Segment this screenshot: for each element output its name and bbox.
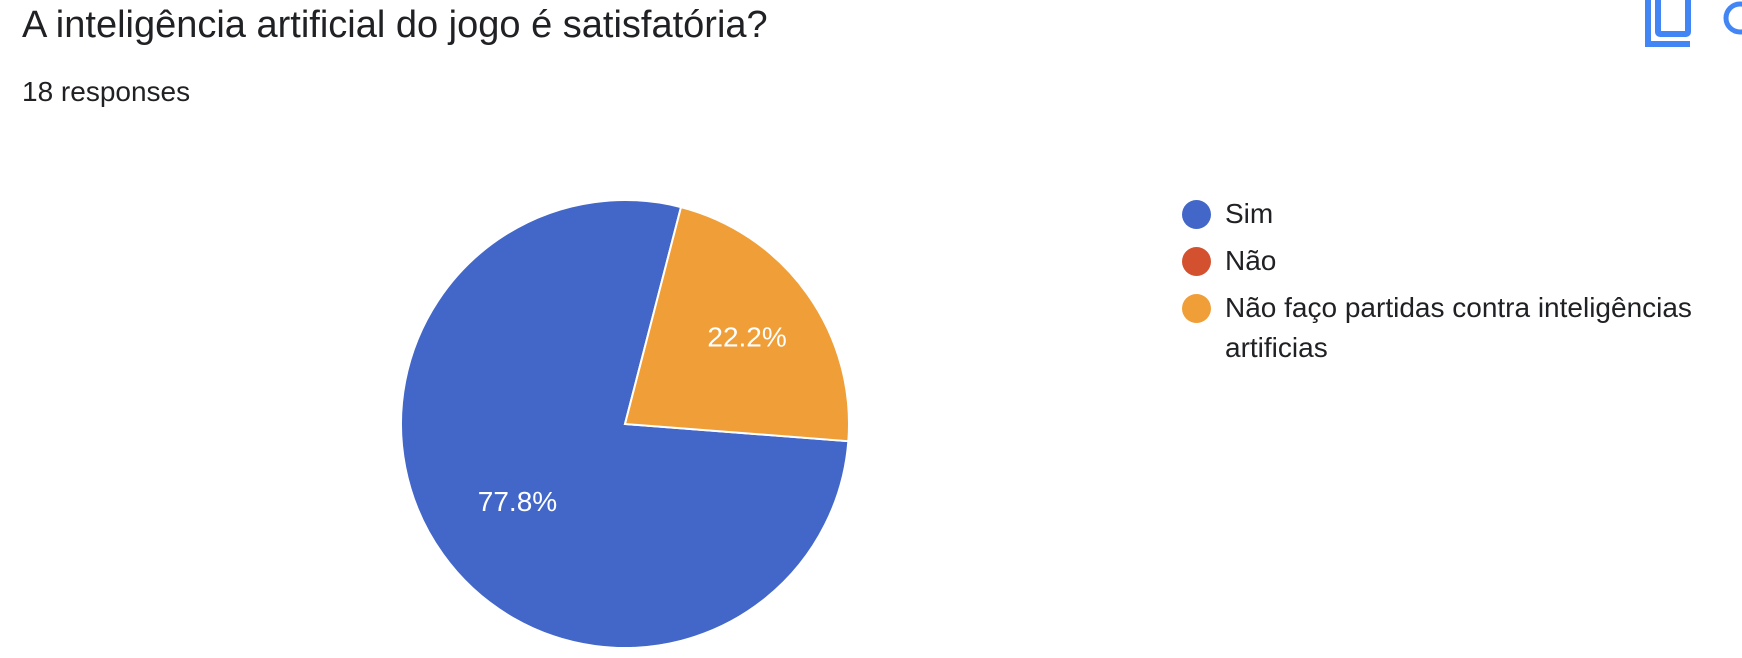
more-icon <box>1723 1 1742 35</box>
legend-label-1: Não <box>1225 245 1277 276</box>
legend-item-2: Não faço partidas contra inteligências a… <box>1182 288 1742 368</box>
pie-slice-label-0: 77.8% <box>478 486 557 517</box>
chart-legend: Sim Não Não faço partidas contra inteligên… <box>1182 194 1742 375</box>
legend-label-0: Sim <box>1225 198 1274 229</box>
response-count: 18 responses <box>22 76 191 107</box>
copy-chart-button[interactable] <box>1640 0 1696 52</box>
pie-slice-label-2: 22.2% <box>707 322 786 353</box>
legend-swatch-2 <box>1182 294 1211 323</box>
legend-swatch-0 <box>1182 200 1211 229</box>
legend-swatch-1 <box>1182 247 1211 276</box>
copy-icon <box>1645 0 1691 47</box>
more-options-button[interactable] <box>1716 0 1742 40</box>
legend-item-1: Não <box>1182 241 1742 281</box>
pie-slice-2[interactable] <box>623 205 850 443</box>
legend-item-0: Sim <box>1182 194 1742 234</box>
legend-label-2: Não faço partidas contra inteligências a… <box>1225 292 1692 363</box>
chart-title: A inteligência artificial do jogo é sati… <box>22 4 768 46</box>
